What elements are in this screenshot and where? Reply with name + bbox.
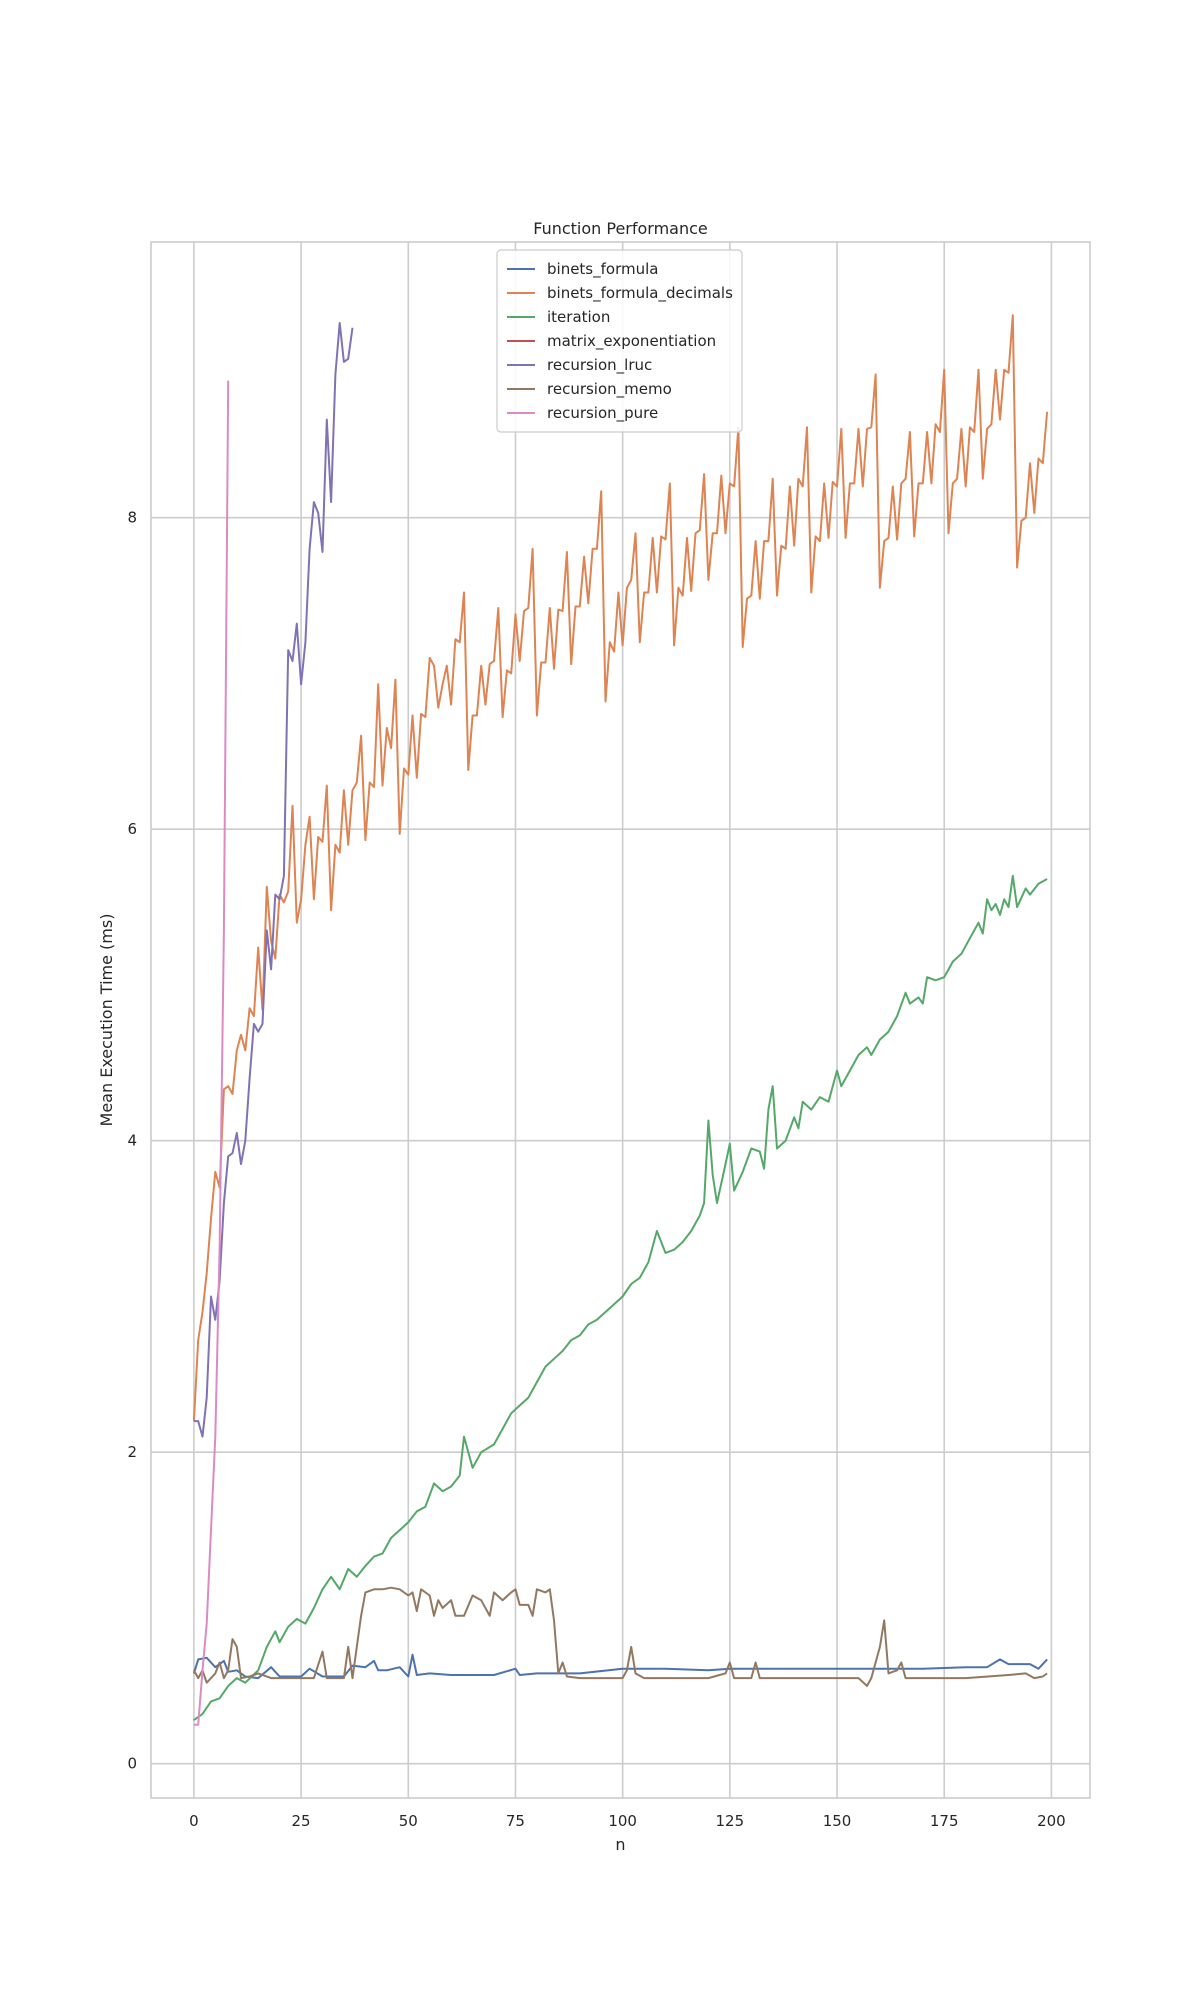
plot-area: [150, 241, 1091, 1799]
series-line-recursion-pure: [193, 380, 230, 1726]
x-tick-label: 50: [399, 1812, 418, 1830]
series-lines: [192, 314, 1049, 1726]
y-tick-label: 6: [127, 820, 137, 838]
legend-entry-label: binets_formula_decimals: [547, 284, 733, 303]
x-tick-label: 125: [716, 1812, 745, 1830]
tick-labels: 0 25 50 75 100 125 150 175 200 0 2 4 6 8: [127, 509, 1065, 1830]
y-tick-label: 4: [127, 1132, 137, 1150]
legend: binets_formula binets_formula_decimalsite…: [496, 249, 743, 433]
series-line-recursion-lruc: [193, 322, 354, 1438]
x-tick-label: 100: [608, 1812, 637, 1830]
x-tick-label: 175: [930, 1812, 959, 1830]
y-tick-label: 8: [127, 509, 137, 527]
series-line-binets-formula: [192, 1653, 1048, 1680]
x-tick-label: 0: [189, 1812, 199, 1830]
x-tick-label: 200: [1037, 1812, 1066, 1830]
legend-entry-label: matrix_exponentiation: [547, 332, 716, 351]
series-line-binets-formula-decimals: [192, 314, 1049, 1422]
series-line-iteration: [193, 874, 1048, 1721]
chart-title: Function Performance: [533, 219, 708, 238]
series-line-recursion-memo: [193, 1586, 1048, 1687]
y-tick-label: 2: [127, 1443, 137, 1461]
legend-entry-label: recursion_memo: [547, 380, 672, 399]
x-tick-label: 25: [292, 1812, 311, 1830]
y-axis-label: Mean Execution Time (ms): [97, 914, 116, 1127]
x-tick-label: 150: [823, 1812, 852, 1830]
legend-entry-label: binets_formula: [547, 260, 658, 279]
legend-entry-label: recursion_pure: [547, 404, 658, 423]
grid-lines: [151, 242, 1090, 1798]
legend-box: [496, 249, 743, 433]
x-tick-label: 75: [506, 1812, 525, 1830]
y-tick-label: 0: [127, 1755, 137, 1773]
x-axis-label: n: [615, 1835, 625, 1854]
legend-entry-label: recursion_lruc: [547, 356, 652, 375]
legend-entry-label: iteration: [547, 308, 610, 326]
